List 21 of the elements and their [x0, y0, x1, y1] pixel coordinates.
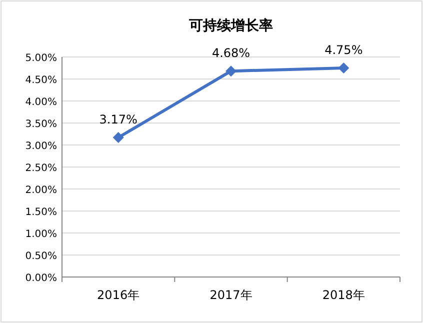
- x-tick-label: 2016年: [97, 288, 140, 302]
- y-tick-label: 1.50%: [25, 207, 57, 218]
- y-tick-label: 2.50%: [25, 163, 57, 174]
- y-tick-label: 4.50%: [25, 75, 57, 86]
- chart-title: 可持续增长率: [188, 17, 273, 34]
- x-tick-label: 2018年: [322, 288, 365, 302]
- data-label: 4.75%: [324, 43, 363, 57]
- data-label: 4.68%: [212, 46, 250, 60]
- y-tick-label: 4.00%: [25, 97, 57, 108]
- point: [338, 62, 350, 74]
- y-tick-label: 5.00%: [25, 53, 57, 64]
- y-tick-label: 2.00%: [25, 185, 57, 196]
- x-tick-label: 2017年: [210, 288, 252, 302]
- data-label: 3.17%: [99, 112, 138, 127]
- point: [226, 66, 236, 77]
- y-tick-label: 1.00%: [25, 229, 57, 240]
- point: [112, 132, 124, 144]
- y-tick-label: 0.50%: [25, 251, 57, 262]
- y-tick-label: 3.50%: [25, 119, 57, 130]
- y-tick-label: 3.00%: [25, 141, 57, 152]
- y-tick-label: 0.00%: [25, 273, 57, 284]
